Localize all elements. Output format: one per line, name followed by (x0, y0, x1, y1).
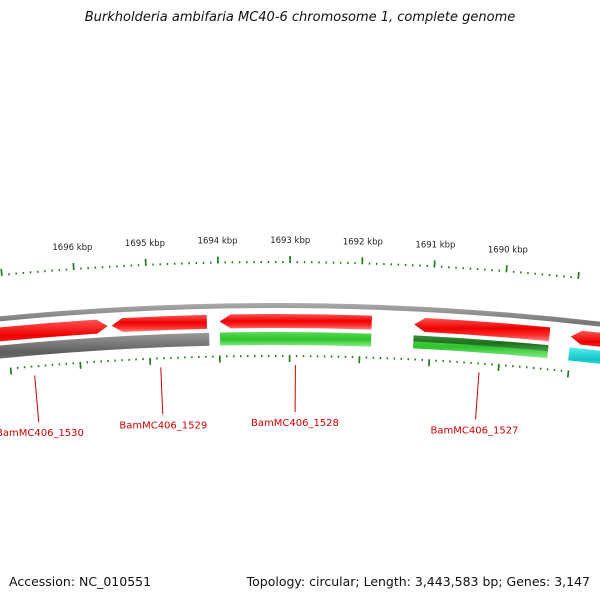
accession-text: Accession: NC_010551 (9, 574, 152, 589)
rna-feature-right-edge[interactable] (568, 347, 600, 372)
feature-track (0, 313, 600, 373)
gene-label-bammc406-1530[interactable]: BamMC406_1530 (0, 428, 84, 439)
map-title: Burkholderia ambifaria MC40-6 chromosome… (84, 10, 516, 25)
genome-summary-text: Topology: circular; Length: 3,443,583 bp… (246, 574, 590, 589)
reverse-cds-feature-1528[interactable] (219, 332, 372, 347)
genome-backbone (0, 303, 600, 327)
gene-feature-bammc406-1528[interactable] (219, 313, 372, 330)
gene-label-bammc406-1527[interactable]: BamMC406_1527 (431, 425, 519, 436)
position-scale: 1696 kbp 1695 kbp 1694 kbp 1693 kbp 1692 kbp… (0, 236, 580, 378)
kbp-scale-label: 1696 kbp (52, 243, 92, 253)
gene-feature-bammc406-1527[interactable] (414, 317, 551, 342)
major-tick (566, 370, 570, 378)
major-tick (497, 363, 500, 372)
major-tick (0, 268, 3, 277)
gene-label-leader (34, 375, 40, 423)
gene-feature-bammc406-1529[interactable] (111, 314, 208, 333)
major-tick (505, 265, 508, 273)
kbp-scale-label: 1695 kbp (125, 239, 165, 249)
kbp-scale-label: 1692 kbp (343, 237, 383, 247)
kbp-scale-label: 1691 kbp (415, 240, 455, 250)
gene-feature-right-edge[interactable] (570, 330, 600, 356)
major-tick (9, 367, 13, 375)
backbone-ring (0, 303, 600, 327)
gene-labels: BamMC406_1530 BamMC406_1529 BamMC406_1528 B… (0, 365, 518, 439)
kbp-scale-label: 1694 kbp (198, 237, 238, 247)
gene-feature-bammc406-1530[interactable] (0, 319, 108, 356)
gene-label-leader (475, 372, 480, 420)
major-tick (577, 271, 580, 280)
kbp-scale-label: 1693 kbp (270, 236, 310, 246)
gray-feature-left[interactable] (0, 332, 210, 373)
reverse-cds-feature-1527-dark[interactable] (413, 335, 549, 352)
gene-label-bammc406-1528[interactable]: BamMC406_1528 (251, 418, 339, 429)
gene-label-leader (160, 367, 164, 415)
gene-label-bammc406-1529[interactable]: BamMC406_1529 (119, 420, 207, 431)
kbp-scale-label: 1690 kbp (488, 245, 528, 255)
